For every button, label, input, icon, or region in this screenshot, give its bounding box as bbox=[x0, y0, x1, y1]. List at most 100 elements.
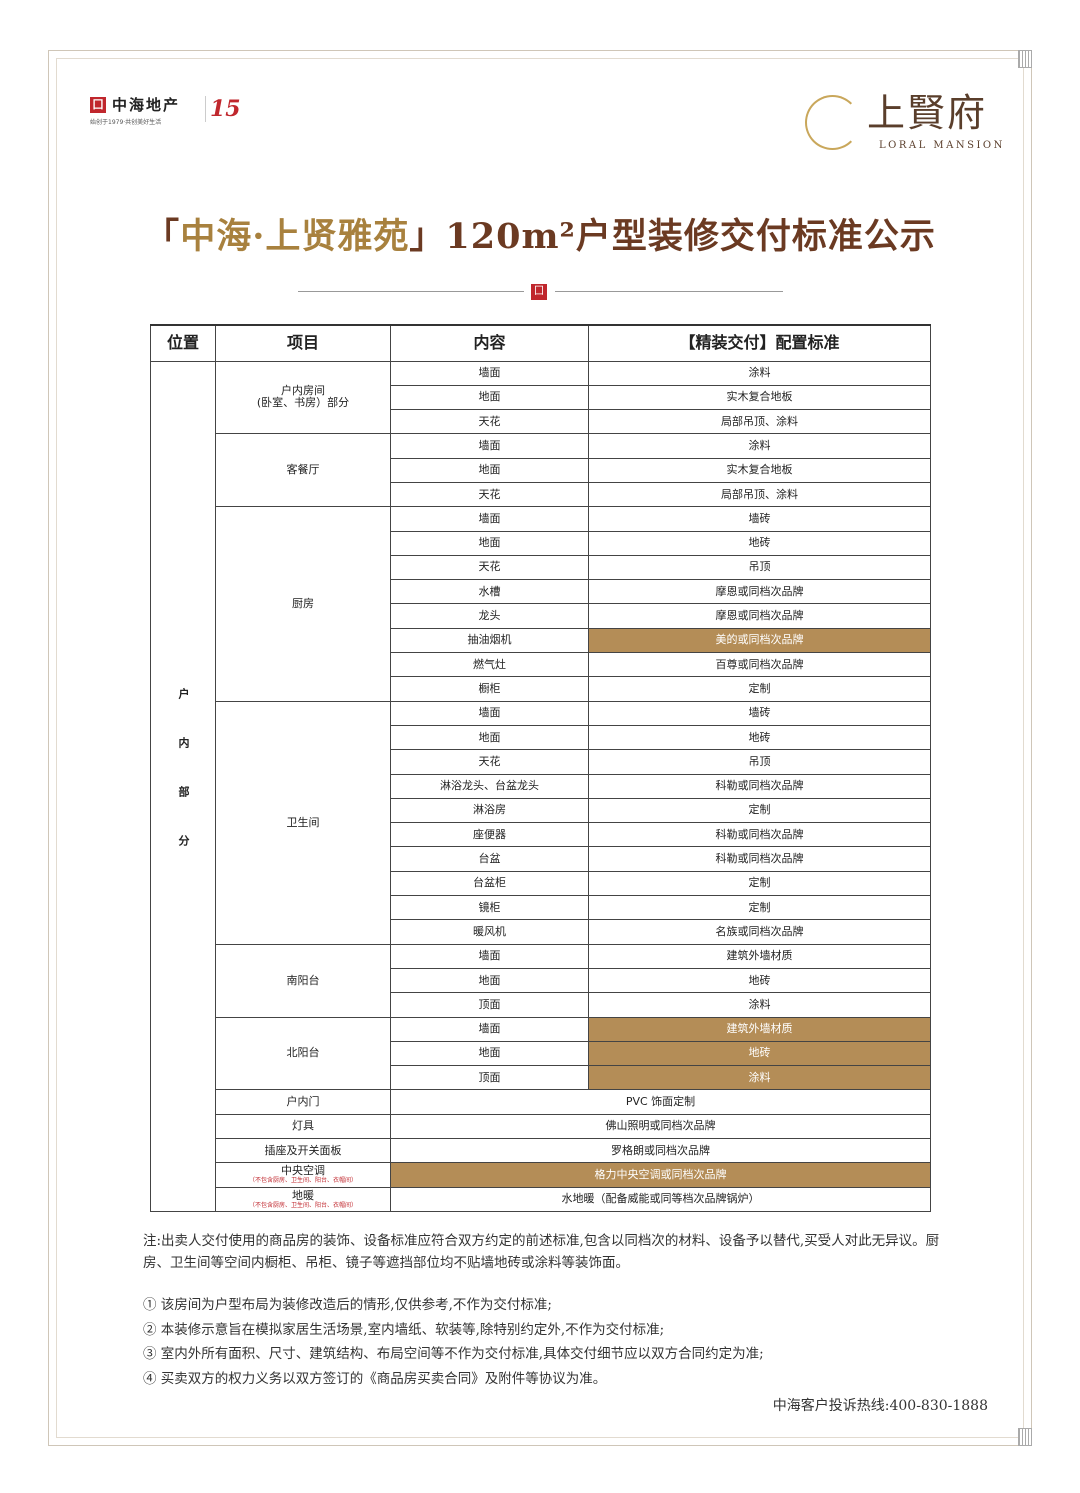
note-item: ① 该房间为户型布局为装修改造后的情形,仅供参考,不作为交付标准; bbox=[143, 1297, 552, 1313]
page-frame bbox=[48, 50, 1032, 1446]
item-standard: 名族或同档次品牌 bbox=[588, 919, 931, 945]
table-row: 顶面 涂料 bbox=[151, 1065, 931, 1091]
table-row: 镜柜 定制 bbox=[151, 895, 931, 921]
item-name: 中央空调 （不包含厨房、卫生间、阳台、衣帽间） bbox=[215, 1162, 391, 1188]
room-name: 客餐厅 bbox=[215, 433, 391, 508]
item-name-text: 户内门 bbox=[286, 1095, 320, 1109]
table-row: 燃气灶 百尊或同档次品牌 bbox=[151, 652, 931, 678]
table-row: 地面 实木复合地板 bbox=[151, 457, 931, 483]
item-name: 地面 bbox=[390, 724, 589, 751]
room-name: 卫生间 bbox=[215, 700, 391, 945]
table-row: 地面 地砖 bbox=[151, 724, 931, 751]
title-rest: 120m²户型装修交付标准公示 bbox=[445, 216, 936, 257]
table-row: 灯具 佛山照明或同档次品牌 bbox=[151, 1113, 931, 1140]
divider bbox=[555, 291, 783, 292]
room-name: 厨房 bbox=[215, 506, 391, 702]
item-name: 顶面 bbox=[390, 1065, 589, 1091]
item-name: 地暖 （不包含厨房、卫生间、阳台、衣帽间） bbox=[215, 1186, 391, 1212]
table-row: 顶面 涂料 bbox=[151, 992, 931, 1018]
item-standard: 墙砖 bbox=[588, 700, 931, 726]
item-standard: 局部吊顶、涂料 bbox=[588, 409, 931, 435]
table-row: 北阳台 墙面 建筑外墙材质 bbox=[151, 1016, 931, 1091]
item-name: 地面 bbox=[390, 384, 589, 411]
table-row: 户内门 PVC 饰面定制 bbox=[151, 1089, 931, 1115]
item-name: 橱柜 bbox=[390, 676, 589, 702]
item-name: 地面 bbox=[390, 1040, 589, 1067]
item-standard: 涂料 bbox=[588, 433, 931, 459]
item-standard: 科勒或同档次品牌 bbox=[588, 822, 931, 848]
header-item: 项目 bbox=[215, 324, 391, 362]
item-name: 龙头 bbox=[390, 603, 589, 629]
item-name: 水槽 bbox=[390, 579, 589, 605]
table-row: 地面 地砖 bbox=[151, 530, 931, 556]
table-row: 水槽 摩恩或同档次品牌 bbox=[151, 579, 931, 605]
item-standard: 佛山照明或同档次品牌 bbox=[390, 1113, 931, 1140]
item-name: 墙面 bbox=[390, 360, 589, 386]
table-row: 厨房 墙面 墙砖 bbox=[151, 506, 931, 702]
item-name: 插座及开关面板 bbox=[215, 1137, 391, 1164]
item-standard: 罗格朗或同档次品牌 bbox=[390, 1137, 931, 1164]
item-standard: 百尊或同档次品牌 bbox=[588, 652, 931, 678]
item-standard: 定制 bbox=[588, 870, 931, 897]
table-row: 地面 地砖 bbox=[151, 1040, 931, 1067]
item-standard: 涂料 bbox=[588, 992, 931, 1018]
item-name-text: 灯具 bbox=[292, 1119, 314, 1133]
item-standard: 实木复合地板 bbox=[588, 384, 931, 411]
item-standard: 地砖 bbox=[588, 1040, 931, 1067]
item-standard: 格力中央空调或同档次品牌 bbox=[390, 1162, 931, 1188]
item-standard: 摩恩或同档次品牌 bbox=[588, 579, 931, 605]
item-standard: 定制 bbox=[588, 797, 931, 824]
item-standard: 美的或同档次品牌 bbox=[588, 627, 931, 654]
project-name: 上賢府 bbox=[867, 91, 988, 135]
item-standard: 水地暖（配备威能或同等档次品牌锅炉） bbox=[390, 1186, 931, 1212]
item-standard: 吊顶 bbox=[588, 554, 931, 581]
item-name: 地面 bbox=[390, 457, 589, 483]
item-name: 淋浴龙头、台盆龙头 bbox=[390, 773, 589, 799]
page-frame-inner bbox=[56, 58, 1024, 1438]
table-row: 天花 吊顶 bbox=[151, 554, 931, 581]
item-name-text: 地暖 bbox=[292, 1188, 314, 1202]
item-standard: 建筑外墙材质 bbox=[588, 943, 931, 969]
page-title: 「中海·上贤雅苑」120m²户型装修交付标准公示 bbox=[0, 215, 1080, 259]
table-row: 客餐厅 墙面 涂料 bbox=[151, 433, 931, 508]
item-name: 天花 bbox=[390, 554, 589, 581]
developer-logo: 囗 中海地产 bbox=[90, 96, 180, 114]
item-name: 天花 bbox=[390, 749, 589, 775]
project-name-en: LORAL MANSION bbox=[879, 140, 1005, 151]
note-item: ④ 买卖双方的权力义务以双方签订的《商品房买卖合同》及附件等协议为准。 bbox=[143, 1370, 607, 1387]
item-name-text: 插座及开关面板 bbox=[264, 1143, 342, 1157]
item-name: 淋浴房 bbox=[390, 797, 589, 824]
item-name: 灯具 bbox=[215, 1113, 391, 1140]
item-name: 墙面 bbox=[390, 943, 589, 969]
item-name: 墙面 bbox=[390, 1016, 589, 1042]
title-bracket: 「 bbox=[144, 216, 181, 257]
item-standard: 定制 bbox=[588, 676, 931, 702]
table-row: 插座及开关面板 罗格朗或同档次品牌 bbox=[151, 1137, 931, 1164]
item-name: 墙面 bbox=[390, 700, 589, 726]
item-name: 燃气灶 bbox=[390, 652, 589, 678]
item-name: 天花 bbox=[390, 481, 589, 508]
item-name: 抽油烟机 bbox=[390, 627, 589, 654]
table-row: 地面 地砖 bbox=[151, 967, 931, 994]
title-project: 中海·上贤雅苑 bbox=[180, 216, 410, 257]
note-item: ③ 室内外所有面积、尺寸、建筑结构、布局空间等不作为交付标准,具体交付细节应以双… bbox=[143, 1346, 764, 1362]
item-standard: 摩恩或同档次品牌 bbox=[588, 603, 931, 629]
section-label: 户内部分 bbox=[150, 360, 216, 1212]
table-row: 户内部分 户内房间 (卧室、书房）部分 墙面 涂料 bbox=[150, 360, 931, 1212]
complaint-hotline: 中海客户投诉热线:400-830-1888 bbox=[772, 1398, 988, 1414]
table-row: 天花 局部吊顶、涂料 bbox=[151, 409, 931, 435]
item-standard: 地砖 bbox=[588, 967, 931, 994]
divider-logo-icon: 囗 bbox=[531, 284, 547, 300]
project-logo-icon bbox=[805, 95, 860, 150]
table-row: 中央空调 （不包含厨房、卫生间、阳台、衣帽间） 格力中央空调或同档次品牌 bbox=[151, 1162, 931, 1188]
item-note: （不包含厨房、卫生间、阳台、衣帽间） bbox=[248, 1201, 357, 1209]
delivery-standard-table: 位置 项目 内容 【精装交付】配置标准 户内部分 户内房间 (卧室、书房）部分 墙面… bbox=[150, 324, 931, 1212]
item-standard: 局部吊顶、涂料 bbox=[588, 481, 931, 508]
table-row: 卫生间 墙面 墙砖 bbox=[151, 700, 931, 945]
item-name: 墙面 bbox=[390, 506, 589, 532]
table-row: 地面 实木复合地板 bbox=[151, 384, 931, 411]
title-bracket: 」 bbox=[409, 216, 446, 257]
notes-main: 注:出卖人交付使用的商品房的装饰、设备标准应符合双方约定的前述标准,包含以同档次… bbox=[143, 1233, 940, 1271]
item-name: 台盆柜 bbox=[390, 870, 589, 897]
item-standard: 科勒或同档次品牌 bbox=[588, 773, 931, 799]
